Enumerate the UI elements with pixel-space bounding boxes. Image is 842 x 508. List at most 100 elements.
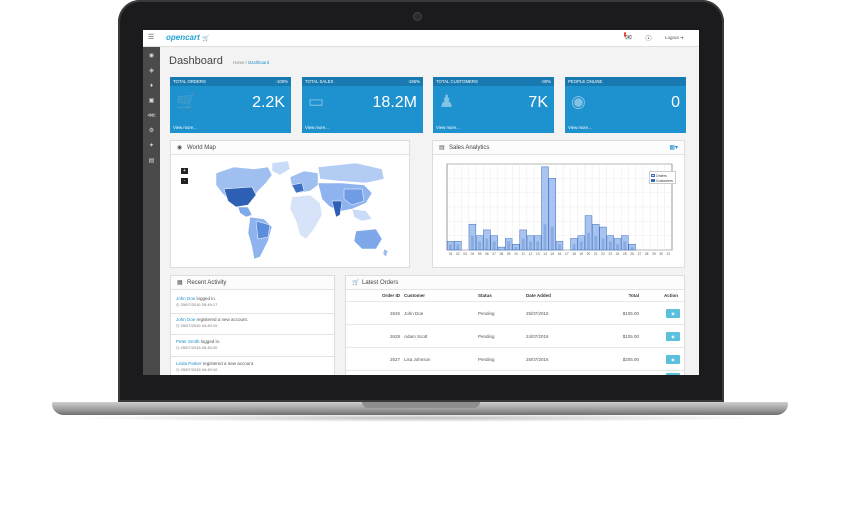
logout-icon: ➜ <box>680 35 684 40</box>
col-date-added: Date Added <box>526 293 551 298</box>
breadcrumb-dashboard[interactable]: Dashboard <box>248 60 270 65</box>
dashboard-icon[interactable]: ◉ <box>148 53 155 59</box>
tile-header: TOTAL SALES -195% <box>302 77 423 86</box>
view-order-button[interactable]: ◉ <box>666 309 680 318</box>
col-status: Status <box>478 293 492 298</box>
logout-link[interactable]: Logout ➜ <box>665 35 684 41</box>
world-map[interactable] <box>206 159 391 264</box>
x-tick-label: 26 <box>630 252 634 256</box>
bar-customers <box>608 241 612 250</box>
view-more-link[interactable]: View more... <box>436 125 460 130</box>
map-central-america <box>237 206 253 218</box>
breadcrumb-separator: / <box>245 60 247 65</box>
zoom-out-button[interactable]: - <box>181 178 188 184</box>
bar-chart-icon[interactable]: ▤ <box>148 158 155 164</box>
activity-user-link[interactable]: John Doe <box>176 296 196 301</box>
bar-orders <box>475 235 484 251</box>
world-map-panel: ◉ World Map + - <box>170 140 410 268</box>
view-order-button[interactable]: ◉ <box>666 355 680 364</box>
globe-icon[interactable]: ☉ <box>644 34 653 43</box>
alert-bell-icon[interactable]: ✉ <box>625 33 632 42</box>
map-africa <box>289 194 323 240</box>
x-tick-label: 24 <box>616 252 620 256</box>
cart-icon[interactable]: ▣ <box>148 98 155 104</box>
user-icon: ♟ <box>439 92 455 111</box>
tile-label: TOTAL CUSTOMERS <box>436 79 478 84</box>
divider <box>171 313 334 314</box>
activity-item: Peter Smith logged in. ◷ 25/07/2016 05:4… <box>176 339 328 350</box>
x-tick-label: 31 <box>667 252 671 256</box>
order-id: 2627 <box>389 357 400 362</box>
x-tick-label: 30 <box>659 252 663 256</box>
x-tick-label: 17 <box>565 252 569 256</box>
wrench-icon[interactable]: ✦ <box>148 143 155 149</box>
puzzle-icon[interactable]: ♦ <box>149 83 154 89</box>
x-tick-label: 03 <box>463 252 467 256</box>
eye-icon: ◉ <box>571 92 586 111</box>
bar-customers <box>449 244 453 250</box>
activity-item: John Doe registered a new account. ◷ 25/… <box>176 317 328 328</box>
view-more-link[interactable]: View more... <box>173 125 197 130</box>
legend-orders-label: Orders <box>656 173 667 178</box>
order-date: 25/07/2016 <box>526 311 549 316</box>
map-greenland <box>271 160 291 176</box>
order-status: Pending <box>478 357 495 362</box>
bar-customers <box>550 227 554 250</box>
order-id: 2626 <box>389 311 400 316</box>
x-tick-label: 28 <box>645 252 649 256</box>
breadcrumb-home[interactable]: Home <box>233 60 245 65</box>
col-total: Total <box>628 293 639 298</box>
bar-customers <box>492 241 496 250</box>
gear-icon[interactable]: ⚙ <box>148 128 155 134</box>
x-tick-label: 01 <box>449 252 453 256</box>
bar-chart-icon: ▤ <box>439 145 445 151</box>
x-tick-label: 11 <box>522 252 526 256</box>
bar-orders <box>606 235 614 251</box>
panel-header: ◉ World Map <box>171 141 409 155</box>
order-status: Pending <box>478 311 495 316</box>
zoom-in-button[interactable]: + <box>181 168 188 174</box>
view-more-link[interactable]: View more... <box>568 125 592 130</box>
panel-title: Sales Analytics <box>449 145 490 151</box>
bar-customers <box>485 238 489 250</box>
view-order-button[interactable] <box>666 372 680 375</box>
bar-customers <box>536 241 540 250</box>
tile-header: PEOPLE ONLINE <box>565 77 686 86</box>
col-customer: Customer <box>404 293 426 298</box>
sales-analytics-panel: ▤ Sales Analytics ▦▾ 01 02 03 04 05 06 07 08 09 1… <box>432 140 685 268</box>
order-action: ◉ <box>666 326 680 347</box>
x-tick-label: 09 <box>507 252 511 256</box>
panel-header: ▤ Sales Analytics ▦▾ <box>433 141 684 155</box>
map-brazil <box>255 220 271 240</box>
x-tick-label: 12 <box>529 252 533 256</box>
table-row: 2626 John Doe Pending 25/07/2016 $105.00… <box>346 303 684 325</box>
eye-icon: ◉ <box>671 357 675 362</box>
calendar-dropdown-icon[interactable]: ▦▾ <box>669 145 678 151</box>
activity-user-link[interactable]: John Doe <box>176 317 196 322</box>
activity-user-link[interactable]: Peter Smith <box>176 339 200 344</box>
share-icon[interactable]: ⋘ <box>147 113 156 119</box>
breadcrumb: Home / Dashboard <box>233 60 269 65</box>
view-more-link[interactable]: View more... <box>305 125 329 130</box>
activity-user-link[interactable]: Linda Parker <box>176 361 202 366</box>
tile-label: TOTAL ORDERS <box>173 79 206 84</box>
bar-orders <box>599 226 607 251</box>
bar-orders <box>534 235 542 251</box>
menu-toggle-icon[interactable]: ☰ <box>148 34 155 41</box>
order-id: 2628 <box>389 334 400 339</box>
logo[interactable]: opencart <box>166 33 200 42</box>
bar-customers <box>470 235 474 250</box>
bar-orders <box>592 223 600 251</box>
bar-orders <box>570 238 578 251</box>
map-china <box>343 188 365 206</box>
bar-customers <box>623 241 627 250</box>
bar-orders <box>446 241 455 251</box>
bar-customers <box>572 244 576 250</box>
tag-icon[interactable]: ◈ <box>149 68 154 74</box>
sales-chart: 01 02 03 04 05 06 07 08 09 10 11 12 13 14 15 16 17 18 19 20… <box>446 163 673 256</box>
x-tick-label: 25 <box>623 252 627 256</box>
credit-card-icon: ▭ <box>308 92 325 111</box>
laptop-notch <box>362 402 480 408</box>
x-tick-label: 10 <box>514 252 518 256</box>
view-order-button[interactable]: ◉ <box>666 332 680 341</box>
